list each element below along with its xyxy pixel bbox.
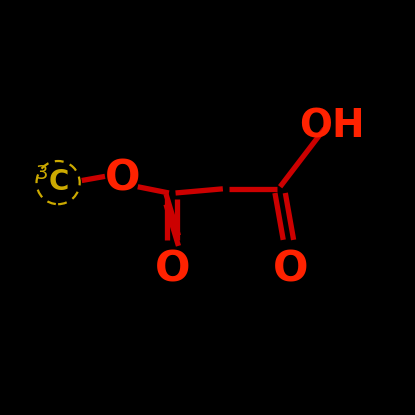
- Text: O: O: [273, 249, 308, 291]
- Text: $^3$C: $^3$C: [35, 167, 69, 197]
- Text: O: O: [154, 249, 190, 291]
- Text: O: O: [105, 157, 140, 200]
- Text: OH: OH: [299, 107, 365, 146]
